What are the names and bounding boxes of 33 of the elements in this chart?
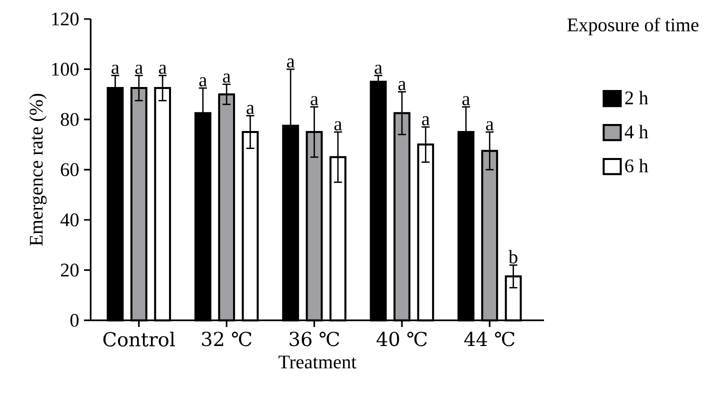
data-label: a	[158, 64, 167, 74]
data-label: a	[462, 96, 470, 106]
x-axis-title: Treatment	[278, 356, 356, 368]
data-label: b	[508, 250, 518, 264]
x-tick-label: 32 ℃	[202, 332, 252, 346]
legend-label: 2 h	[625, 90, 648, 104]
data-label: a	[310, 96, 318, 106]
data-label: a	[422, 116, 430, 126]
x-tick-label: 36 ℃	[290, 332, 340, 346]
y-tick-label: 60	[60, 163, 79, 176]
x-tick-label: Control	[103, 332, 175, 347]
data-label: a	[486, 121, 494, 130]
data-label: a	[287, 58, 295, 68]
data-label: a	[135, 64, 143, 74]
y-tick-label: 120	[52, 12, 79, 26]
y-tick-label: 20	[60, 264, 79, 277]
data-label: a	[374, 64, 382, 74]
legend-title: Exposure of time	[567, 18, 698, 36]
y-axis-title: Emergence rate (%)	[29, 94, 47, 246]
y-tick-label: 40	[60, 213, 79, 226]
y-tick-label: 100	[52, 62, 79, 76]
data-label: a	[334, 121, 342, 130]
data-label: a	[222, 73, 231, 83]
data-label: a	[246, 104, 254, 114]
data-label: a	[199, 77, 207, 86]
x-tick-label: 40 ℃	[376, 332, 427, 346]
data-label: a	[398, 81, 406, 90]
legend-label: 4 h	[624, 124, 648, 138]
x-tick-label: 44 ℃	[464, 332, 514, 346]
y-tick-label: 80	[60, 112, 79, 126]
legend-label: 6 h	[625, 158, 648, 172]
y-tick-label: 0	[70, 314, 79, 327]
data-label: a	[112, 64, 120, 74]
